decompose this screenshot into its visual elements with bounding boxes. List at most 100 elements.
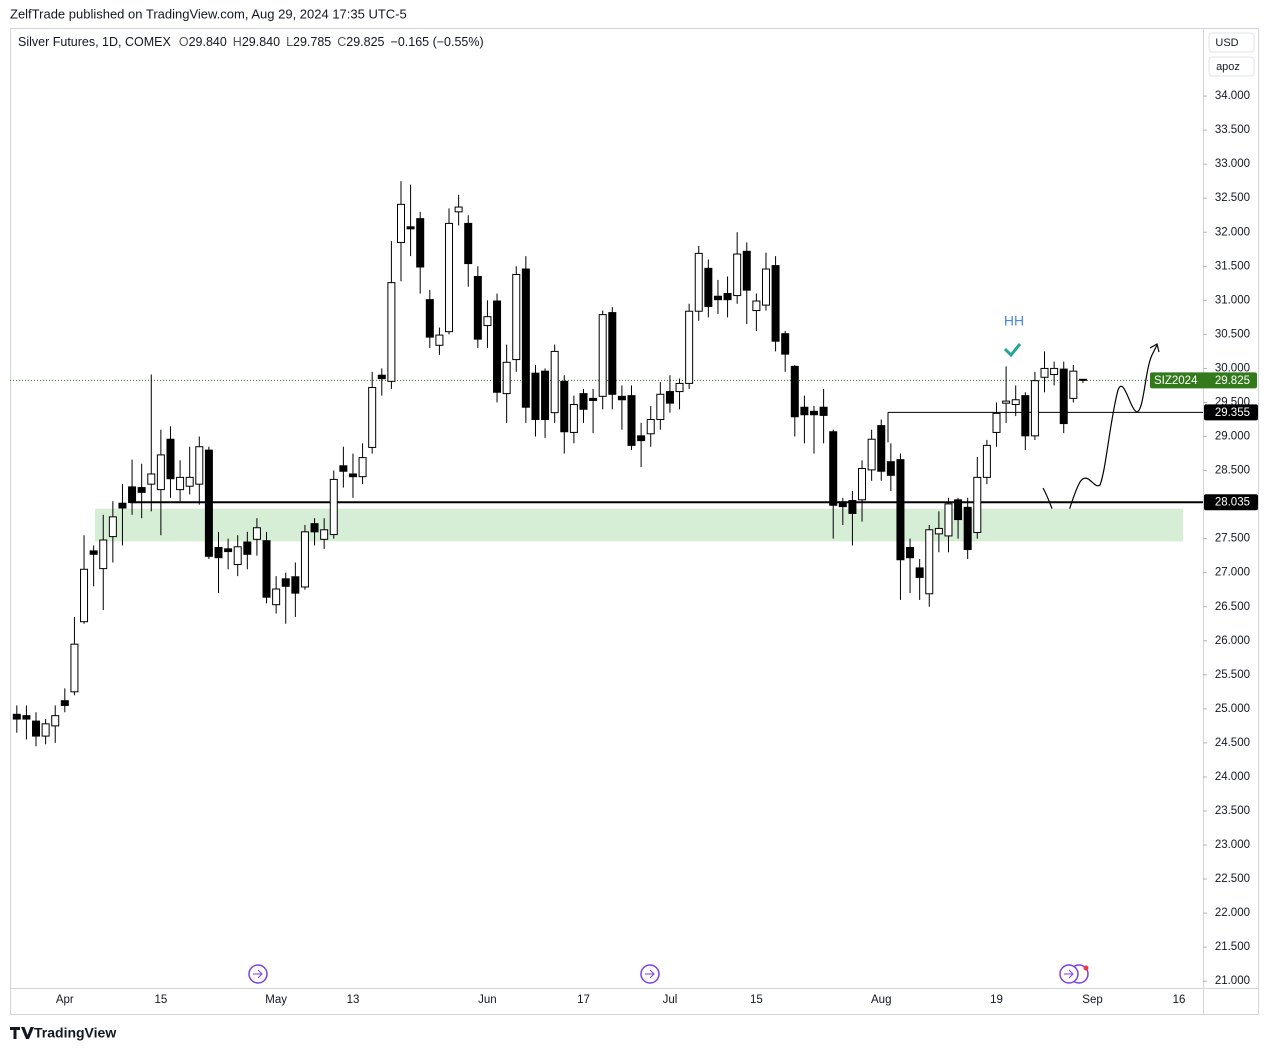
candle-body [589, 397, 598, 401]
candle-body [1002, 400, 1011, 404]
candle-body [176, 476, 185, 491]
y-tick-label: 24.500 [1215, 737, 1250, 749]
y-tick-label: 21.500 [1215, 941, 1250, 953]
candle-body [128, 486, 137, 504]
candle-body [118, 502, 127, 509]
candle-body [704, 267, 713, 307]
candle-body [233, 546, 242, 566]
candle-body [348, 473, 357, 478]
candle-body [291, 576, 300, 594]
candle-body [435, 334, 444, 346]
candle-body [147, 473, 156, 485]
candle-body [329, 478, 338, 536]
candle-body [637, 435, 646, 442]
candle-body [224, 548, 233, 553]
symbol: Silver Futures, 1D, COMEX [18, 35, 171, 49]
legend-value: 29.840 [242, 35, 280, 49]
candle-body [646, 418, 655, 435]
candle-body [531, 372, 540, 420]
level-tag-label: 29.355 [1215, 407, 1250, 419]
candle-body [934, 527, 943, 535]
candle-body [214, 546, 223, 559]
candle-body [617, 395, 626, 401]
candle-body [598, 314, 607, 397]
x-tick-label: 15 [154, 994, 167, 1006]
y-tick-label: 23.000 [1215, 839, 1250, 851]
level-tag-label: 28.035 [1215, 497, 1250, 509]
frame [10, 28, 1259, 1015]
candle-body [416, 218, 425, 268]
currency[interactable]: USD [1215, 37, 1238, 49]
legend-key: H [233, 35, 242, 49]
footer-brand[interactable]: TradingView [34, 1025, 116, 1041]
candle-body [896, 459, 905, 561]
candle-body [915, 567, 924, 578]
candle-body [867, 438, 876, 471]
candle-body [80, 568, 89, 623]
candle-body [810, 410, 819, 416]
candle-body [973, 476, 982, 534]
x-tick-label: 16 [1173, 994, 1186, 1006]
candle-body [752, 300, 761, 312]
legend-value: 29.840 [189, 35, 227, 49]
candle-body [1021, 395, 1030, 437]
candle-body [396, 203, 405, 243]
unit-box[interactable] [1208, 56, 1255, 77]
level-tag [1204, 494, 1258, 511]
legend-key: O [179, 35, 189, 49]
candle-body [272, 588, 281, 606]
candle-body [454, 206, 463, 213]
candle-body [310, 523, 319, 533]
y-tick-label: 21.000 [1215, 975, 1250, 987]
x-tick-label: 17 [577, 994, 590, 1006]
candle-body [320, 529, 329, 540]
x-tick-label: May [265, 994, 287, 1006]
legend-value: 29.785 [293, 35, 331, 49]
candle-body [761, 268, 770, 306]
y-tick-label: 22.000 [1215, 907, 1250, 919]
candle-body [70, 643, 79, 693]
candle-body [858, 468, 867, 501]
x-tick-label: 19 [990, 994, 1003, 1006]
candle-body [608, 312, 617, 395]
candle-body [185, 476, 194, 487]
event-glyph [645, 969, 655, 979]
candle-body [819, 406, 828, 416]
candle-body [886, 461, 895, 476]
unit[interactable]: apoz [1216, 61, 1240, 73]
x-tick-label: Jul [663, 994, 678, 1006]
candle-body [541, 370, 550, 420]
y-tick-label: 30.000 [1215, 362, 1250, 374]
candle-body [771, 265, 780, 342]
legend-change: −0.165 (−0.55%) [391, 35, 484, 49]
candle-body [32, 720, 41, 737]
y-tick-label: 26.500 [1215, 601, 1250, 613]
candle-body [790, 365, 799, 418]
event-icons [248, 964, 1089, 984]
currency-box[interactable] [1208, 32, 1255, 53]
y-tick-label: 25.500 [1215, 669, 1250, 681]
x-tick-label: Jun [478, 994, 497, 1006]
candle-body [742, 250, 751, 291]
candle-body [377, 374, 386, 380]
y-tick-label: 26.000 [1215, 635, 1250, 647]
y-tick-label: 31.000 [1215, 294, 1250, 306]
candle-body [387, 282, 396, 382]
candle-body [445, 222, 454, 333]
candle-body [262, 540, 271, 598]
candle-body [781, 333, 790, 355]
candle-body [1030, 380, 1039, 437]
y-tick-label: 23.500 [1215, 805, 1250, 817]
logo-mark [10, 1027, 34, 1039]
candle-body [1040, 367, 1049, 378]
candle-body [1069, 370, 1078, 399]
check-mark [1003, 343, 1022, 358]
y-tick-label: 24.000 [1215, 771, 1250, 783]
candle-body [22, 715, 31, 720]
y-tick-label: 27.500 [1215, 533, 1250, 545]
candle-body [406, 226, 415, 230]
candle-body [944, 503, 953, 537]
candle-body [166, 438, 175, 480]
last-price-symbol: SIZ2024 [1154, 375, 1198, 387]
